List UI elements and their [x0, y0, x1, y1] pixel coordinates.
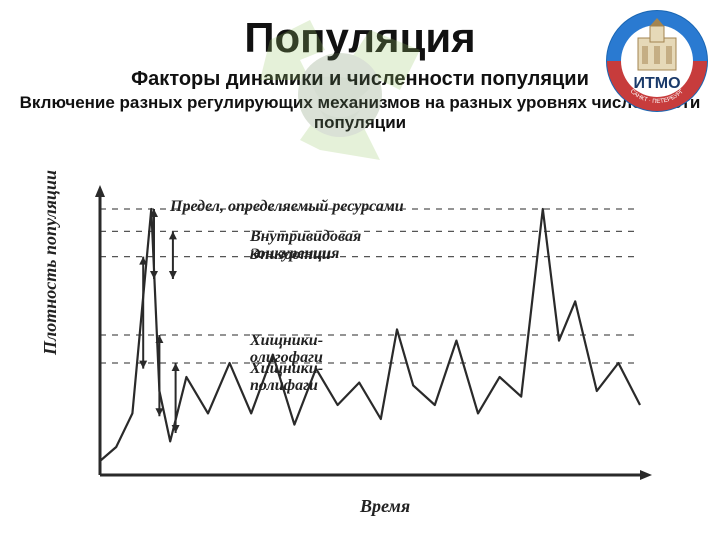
logo-text: ИТМО [633, 75, 680, 92]
level-label: Эпизоотии [250, 247, 330, 264]
itmo-logo: ИТМО САНКТ · ПЕТЕРБУРГ [602, 6, 712, 116]
chart-svg [60, 175, 660, 515]
chart: Плотность популяции Время Предел, опреде… [60, 175, 660, 515]
x-axis-label: Время [360, 496, 410, 517]
level-label: Хищники-полифаги [250, 361, 323, 395]
y-axis-label: Плотность популяции [40, 170, 61, 355]
level-label: Предел, определяемый ресурсами [170, 199, 404, 216]
itmo-logo-svg: ИТМО САНКТ · ПЕТЕРБУРГ [602, 6, 712, 116]
